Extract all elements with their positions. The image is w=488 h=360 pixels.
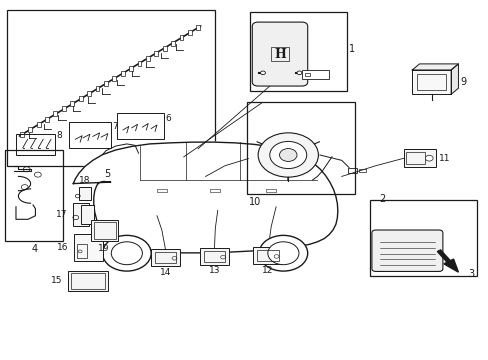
Circle shape — [258, 133, 318, 177]
Text: 17: 17 — [56, 210, 67, 219]
Bar — [77, 244, 87, 258]
Polygon shape — [73, 142, 337, 253]
Bar — [171, 41, 175, 45]
Bar — [305, 73, 309, 76]
Bar — [69, 122, 111, 148]
Bar — [117, 113, 163, 139]
Bar — [301, 70, 328, 79]
Text: 15: 15 — [51, 276, 62, 285]
Bar — [154, 51, 158, 56]
Bar — [53, 112, 57, 117]
Bar — [187, 30, 191, 35]
Bar — [151, 249, 180, 266]
Bar — [87, 91, 91, 96]
Bar — [347, 168, 357, 173]
Circle shape — [102, 235, 151, 271]
Bar — [7, 10, 215, 166]
Bar — [406, 152, 424, 164]
Bar — [16, 134, 55, 155]
Text: 7: 7 — [112, 122, 118, 131]
Bar — [112, 76, 116, 81]
Circle shape — [267, 242, 298, 265]
Text: 14: 14 — [160, 267, 171, 276]
Bar — [81, 204, 94, 224]
Bar — [403, 149, 435, 167]
FancyBboxPatch shape — [371, 230, 442, 271]
Bar — [5, 150, 62, 241]
Text: 8: 8 — [57, 131, 62, 140]
Bar — [68, 271, 108, 292]
Bar — [91, 220, 118, 242]
Circle shape — [260, 71, 265, 75]
Bar — [137, 61, 141, 66]
Circle shape — [296, 71, 301, 75]
Text: 2: 2 — [379, 194, 385, 203]
Bar — [157, 189, 166, 192]
Bar — [73, 203, 89, 226]
Bar — [253, 247, 282, 264]
Bar — [20, 132, 24, 137]
Bar — [358, 168, 366, 172]
Text: 9: 9 — [460, 77, 466, 87]
Bar — [121, 71, 124, 76]
Bar — [163, 46, 166, 51]
Bar — [37, 122, 41, 127]
Bar — [416, 74, 446, 90]
FancyBboxPatch shape — [252, 22, 307, 86]
Text: 4: 4 — [31, 244, 38, 253]
Bar — [74, 234, 102, 261]
Text: 5: 5 — [104, 169, 110, 179]
Bar — [203, 251, 224, 262]
Bar — [28, 127, 32, 132]
Text: 10: 10 — [249, 197, 261, 207]
Bar — [94, 222, 116, 239]
Bar — [70, 102, 74, 106]
Text: 12: 12 — [262, 266, 273, 275]
Bar — [250, 12, 346, 91]
Text: 13: 13 — [208, 266, 220, 275]
Circle shape — [279, 149, 296, 161]
Text: 6: 6 — [165, 114, 171, 123]
Bar — [95, 86, 99, 91]
Text: 1: 1 — [348, 44, 354, 54]
Bar — [45, 117, 49, 122]
Bar — [369, 200, 476, 276]
Polygon shape — [450, 64, 458, 94]
Circle shape — [269, 141, 306, 168]
Circle shape — [111, 242, 142, 265]
Bar — [270, 47, 288, 62]
Bar — [266, 189, 276, 192]
Circle shape — [425, 156, 432, 161]
Polygon shape — [411, 64, 458, 70]
Bar — [79, 187, 91, 200]
Bar — [145, 56, 149, 61]
Bar — [210, 189, 220, 192]
Text: 3: 3 — [467, 269, 473, 279]
Text: H: H — [273, 48, 285, 61]
Text: 16: 16 — [57, 243, 68, 252]
Bar — [411, 70, 450, 94]
Circle shape — [259, 235, 307, 271]
Bar — [179, 36, 183, 40]
Bar — [103, 81, 107, 86]
Bar — [129, 66, 133, 71]
FancyArrow shape — [436, 250, 457, 272]
Bar — [79, 96, 82, 101]
Bar — [200, 248, 228, 265]
Bar — [247, 102, 355, 194]
Text: 11: 11 — [438, 154, 449, 163]
Bar — [71, 273, 105, 289]
Bar — [196, 25, 200, 30]
Text: 19: 19 — [98, 244, 109, 253]
Bar — [155, 252, 176, 263]
Text: 18: 18 — [79, 176, 91, 185]
Bar — [62, 107, 66, 112]
Bar — [257, 250, 278, 261]
